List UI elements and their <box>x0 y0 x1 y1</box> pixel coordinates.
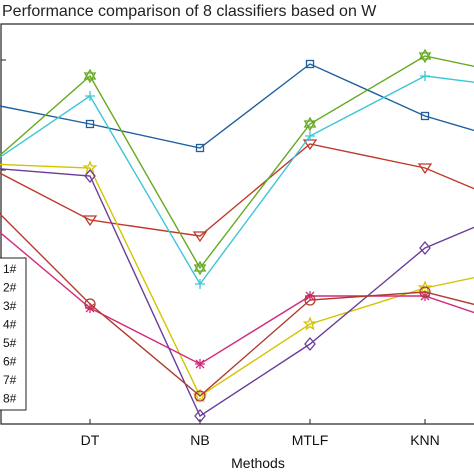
legend-entry: 4# <box>3 318 17 332</box>
data-point-marker <box>193 260 207 272</box>
x-axis-label: Methods <box>231 455 285 471</box>
data-point-marker <box>303 116 317 128</box>
x-tick-label: NB <box>190 432 209 448</box>
x-tick-label: KNN <box>410 432 440 448</box>
data-point-marker <box>192 231 208 243</box>
data-point-marker <box>305 291 315 301</box>
chart-title: Performance comparison of 8 classifiers … <box>2 3 377 20</box>
data-point-marker <box>83 68 97 80</box>
legend-box <box>0 257 27 411</box>
legend-entry: 3# <box>3 299 17 313</box>
series-5 <box>0 48 474 276</box>
data-point-marker <box>304 336 316 352</box>
series-layer <box>0 48 474 424</box>
series-8 <box>0 213 474 402</box>
series-line <box>0 55 474 270</box>
data-point-marker <box>419 286 431 298</box>
series-3 <box>0 160 474 403</box>
series-6 <box>0 71 474 289</box>
series-line <box>0 63 474 149</box>
series-1 <box>0 59 474 153</box>
data-point-marker <box>303 120 317 132</box>
plot-border <box>0 23 474 425</box>
data-point-marker <box>195 279 205 289</box>
legend-entry: 6# <box>3 355 17 369</box>
series-7 <box>0 168 474 424</box>
series-line <box>0 75 474 286</box>
data-point-marker <box>418 52 432 64</box>
data-point-marker <box>417 163 433 175</box>
data-point-marker <box>420 71 430 81</box>
data-point-marker <box>420 111 430 121</box>
data-point-marker <box>420 291 430 301</box>
legend-entry: 1# <box>3 262 17 276</box>
data-point-marker <box>305 131 315 141</box>
data-point-marker <box>419 240 431 256</box>
data-point-marker <box>418 48 432 60</box>
x-tick-label: MTLF <box>292 432 329 448</box>
data-point-marker <box>85 119 95 129</box>
data-point-marker <box>193 264 207 276</box>
legend-entry: 2# <box>3 281 17 295</box>
series-line <box>0 168 474 418</box>
data-point-marker <box>85 303 95 313</box>
data-point-marker <box>304 294 316 306</box>
legend-entry: 5# <box>3 336 17 350</box>
data-point-marker <box>84 168 96 184</box>
series-line <box>0 143 474 237</box>
data-point-marker <box>194 390 206 402</box>
x-tick-labels: DT NB MTLF KNN <box>81 432 440 448</box>
x-tick-label: DT <box>81 432 100 448</box>
series-line <box>0 231 474 365</box>
data-point-marker <box>302 316 318 331</box>
data-point-marker <box>85 91 95 101</box>
data-point-marker <box>195 359 205 369</box>
data-point-marker <box>305 59 315 69</box>
legend: 1# 2# 3# 4# 5# 6# 7# 8# <box>0 257 27 411</box>
data-point-marker <box>417 280 433 295</box>
series-2 <box>0 139 474 243</box>
series-line <box>0 163 474 398</box>
data-point-marker <box>194 408 206 424</box>
legend-entry: 7# <box>3 373 17 387</box>
data-point-marker <box>83 72 97 84</box>
data-point-marker <box>82 215 98 227</box>
data-point-marker <box>84 298 96 310</box>
data-point-marker <box>195 143 205 153</box>
series-4 <box>0 231 474 369</box>
series-line <box>0 213 474 397</box>
legend-entry: 8# <box>3 392 17 406</box>
